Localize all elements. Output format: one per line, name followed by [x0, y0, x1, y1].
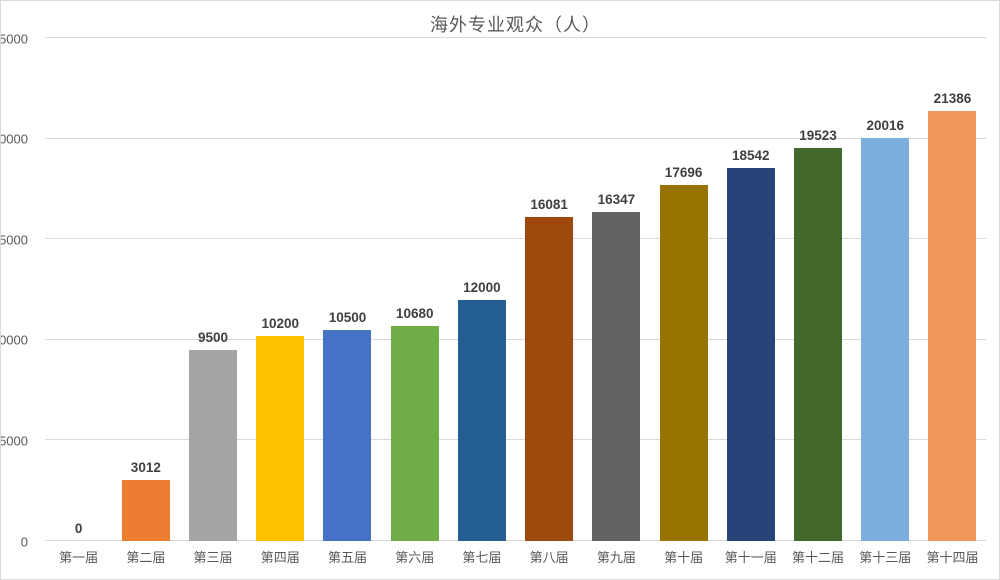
bar — [525, 217, 574, 541]
bar-slot: 17696 — [650, 38, 717, 541]
bar-value-label: 10680 — [395, 306, 434, 322]
gridline-0 — [45, 540, 986, 541]
x-tick-label: 第六届 — [395, 551, 435, 566]
bar — [189, 349, 238, 541]
bar — [928, 110, 977, 541]
x-tick-label: 第十一届 — [724, 551, 777, 566]
bar — [659, 184, 708, 541]
bar-value-label: 0 — [74, 521, 83, 536]
bar-slot: 21386 — [919, 38, 986, 541]
y-tick-label-10000: 10000 — [1, 332, 28, 348]
bars-layer: 0 3012 9500 10200 10500 10680 12000 16081 16347 1… — [45, 38, 986, 541]
x-tick-label: 第七届 — [462, 551, 502, 566]
bar-slot: 10200 — [247, 38, 314, 541]
x-tick-label: 第八届 — [529, 551, 569, 566]
bar — [390, 326, 439, 541]
bar — [726, 167, 775, 541]
y-tick-label-15000: 15000 — [1, 232, 28, 248]
bar-value-label: 10200 — [261, 315, 300, 331]
bar-slot: 20016 — [852, 38, 919, 541]
bar-value-label: 16347 — [597, 192, 636, 208]
bar-value-label: 12000 — [463, 279, 501, 295]
x-tick-label: 第四届 — [260, 551, 300, 566]
y-tick-label-0: 0 — [20, 534, 28, 549]
bar — [323, 329, 372, 541]
x-tick-label: 第三届 — [193, 551, 233, 566]
bar-slot: 10500 — [314, 38, 381, 541]
bar — [592, 212, 641, 541]
bar-value-label: 17696 — [664, 164, 703, 180]
bar-value-label: 9500 — [198, 329, 229, 345]
gridline-20000 — [45, 137, 986, 139]
x-tick-label: 第十二届 — [792, 551, 845, 566]
chart-title: 海外专业观众（人） — [430, 15, 601, 36]
bar-value-label: 3012 — [130, 460, 161, 476]
bar-slot: 16347 — [583, 38, 650, 541]
x-tick-label: 第十三届 — [859, 551, 912, 566]
x-tick-label: 第十届 — [664, 551, 704, 566]
bar-slot: 12000 — [448, 38, 515, 541]
bar-slot: 10680 — [381, 38, 448, 541]
plot-area: 0 5000 10000 15000 20000 25000 0 3012 9500 10200… — [1, 31, 986, 549]
x-tick-label: 第一届 — [59, 551, 99, 566]
bar-value-label: 18542 — [732, 147, 770, 163]
y-tick-label-20000: 20000 — [1, 131, 28, 147]
bar — [794, 148, 843, 541]
x-tick-label: 第十四届 — [926, 551, 979, 566]
bar-slot: 0 — [45, 38, 112, 541]
bar-value-label: 21386 — [933, 90, 972, 106]
x-tick-label: 第二届 — [126, 551, 166, 566]
bar — [861, 138, 910, 541]
bar — [457, 299, 506, 541]
bar — [121, 480, 170, 541]
bar-value-label: 20016 — [866, 118, 905, 134]
bar-value-label: 16081 — [530, 197, 568, 213]
gridline-15000 — [45, 238, 986, 240]
bar-value-label: 19523 — [799, 128, 837, 144]
x-tick-label: 第九届 — [596, 551, 636, 566]
bar — [256, 335, 305, 541]
y-tick-label-5000: 5000 — [0, 433, 28, 449]
y-tick-label-25000: 25000 — [1, 31, 28, 46]
bar-slot: 19523 — [784, 38, 851, 541]
bar-value-label: 10500 — [328, 309, 367, 325]
x-tick-label: 第五届 — [327, 551, 367, 566]
gridline-25000 — [45, 37, 986, 38]
bar-slot: 18542 — [717, 38, 784, 541]
bar-slot: 9500 — [179, 38, 246, 541]
bar-slot: 16081 — [516, 38, 583, 541]
gridline-5000 — [45, 439, 986, 441]
gridline-10000 — [45, 338, 986, 340]
x-axis-labels: 第一届 第二届 第三届 第四届 第五届 第六届 第七届 第八届 第九届 第十届 第十一届 第十二届 第十… — [45, 547, 986, 566]
bar-slot: 3012 — [112, 38, 179, 541]
